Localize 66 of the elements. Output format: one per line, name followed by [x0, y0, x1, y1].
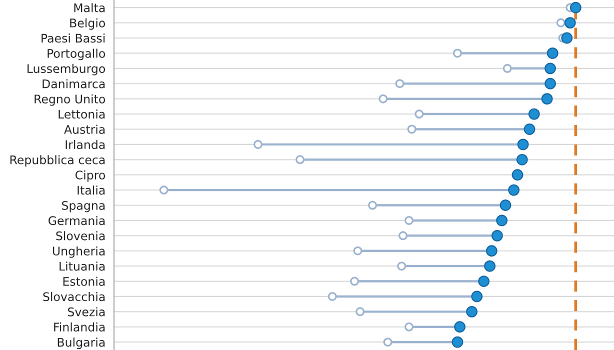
point — [500, 200, 512, 211]
point — [383, 338, 392, 347]
point — [452, 336, 464, 348]
point — [544, 62, 556, 74]
point — [296, 155, 305, 164]
y-tick-label: Bulgaria — [58, 338, 105, 350]
y-tick-label: Svezia — [68, 307, 105, 316]
point — [159, 186, 168, 195]
point — [546, 48, 558, 59]
point — [471, 290, 483, 302]
point — [404, 322, 414, 332]
point — [524, 124, 536, 135]
point — [516, 154, 528, 166]
point — [356, 307, 365, 316]
point — [544, 78, 556, 90]
point — [404, 216, 414, 225]
point — [496, 214, 508, 226]
point — [414, 110, 424, 119]
point — [512, 169, 524, 181]
y-tick-label: Slovenia — [56, 231, 105, 240]
y-tick-label: Cipro — [76, 170, 106, 182]
point — [452, 48, 462, 58]
y-tick-label: Paesi Bassi — [42, 34, 105, 43]
y-tick-label: Ungheria — [52, 246, 105, 258]
point — [570, 2, 582, 14]
y-tick-label: Estonia — [63, 276, 105, 286]
y-tick-label: Germania — [48, 216, 105, 226]
y-tick-label: Italia — [78, 186, 105, 195]
point — [466, 306, 478, 318]
point — [491, 230, 503, 242]
y-tick-label: Lussemburgo — [28, 64, 106, 76]
point — [368, 200, 378, 210]
point — [407, 124, 416, 134]
point — [561, 32, 573, 44]
y-tick-label: Malta — [74, 3, 105, 12]
y-tick-label: Danimarca — [42, 79, 105, 88]
point — [484, 260, 496, 272]
y-tick-label: Portogallo — [48, 48, 106, 60]
point — [328, 292, 337, 301]
point — [350, 276, 360, 286]
point — [397, 262, 406, 271]
y-tick-label: Belgio — [70, 18, 106, 30]
point — [478, 276, 490, 287]
y-tick-label: Austria — [64, 124, 105, 134]
y-tick-label: Finlandia — [54, 322, 105, 332]
y-tick-label: Lituania — [60, 262, 105, 271]
point — [378, 94, 388, 104]
y-tick-label: Spagna — [62, 200, 105, 212]
point — [353, 246, 362, 256]
point — [517, 138, 529, 150]
point — [502, 64, 512, 73]
point — [395, 79, 404, 88]
point — [508, 184, 520, 196]
y-tick-label: Irlanda — [66, 140, 105, 150]
point — [541, 93, 553, 105]
y-tick-label: Lettonia — [58, 110, 105, 119]
point — [564, 17, 576, 29]
point — [398, 231, 408, 240]
y-tick-label: Slovacchia — [43, 292, 105, 302]
point — [254, 140, 263, 149]
point — [454, 321, 466, 333]
point — [486, 245, 498, 257]
point — [556, 18, 566, 28]
y-tick-label: Repubblica ceca — [10, 155, 105, 167]
point — [528, 108, 540, 120]
y-tick-label: Regno Unito — [34, 94, 106, 106]
